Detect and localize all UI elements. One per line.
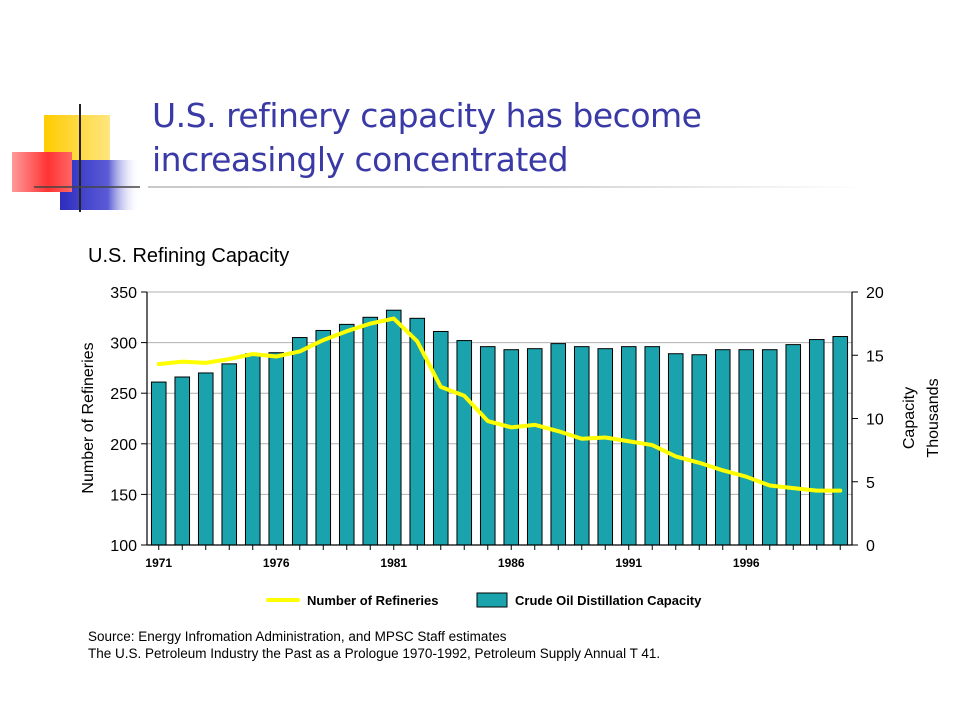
y2-tick-label: 20 — [866, 285, 884, 302]
deco-red-square — [12, 152, 72, 192]
source-line2: The U.S. Petroleum Industry the Past as … — [88, 646, 661, 661]
bar — [761, 349, 778, 546]
bar — [785, 344, 802, 546]
y-tick-label: 350 — [110, 285, 137, 302]
bar — [315, 329, 332, 546]
slide-title-line1: U.S. refinery capacity has become — [152, 96, 702, 135]
y-axis-label: Number of Refineries — [80, 342, 97, 493]
bar — [338, 323, 355, 546]
bar — [362, 316, 379, 546]
bar — [550, 343, 567, 546]
y-tick-label: 250 — [110, 386, 137, 403]
y-tick-label: 100 — [110, 538, 137, 555]
bar — [667, 353, 684, 546]
bar — [691, 354, 708, 546]
bar — [456, 340, 473, 546]
y2-tick-label: 15 — [866, 348, 884, 365]
source-line1: Source: Energy Infromation Administratio… — [88, 629, 507, 644]
bar — [620, 346, 637, 546]
bar — [291, 337, 308, 546]
bar — [832, 336, 849, 546]
y-tick-label: 300 — [110, 336, 137, 353]
bar — [503, 349, 520, 546]
bar — [714, 349, 731, 546]
y-tick-label: 150 — [110, 487, 137, 504]
bar — [573, 346, 590, 546]
x-tick-label: 1996 — [733, 556, 760, 570]
y2-tick-label: 5 — [866, 475, 875, 492]
bar — [150, 381, 167, 546]
bar — [479, 346, 496, 546]
chart-title: U.S. Refining Capacity — [88, 245, 289, 267]
bar — [268, 352, 285, 546]
deco-blue-square — [60, 160, 140, 210]
bar — [738, 349, 755, 546]
bar — [597, 348, 614, 546]
bar — [221, 363, 238, 546]
x-tick-label: 1971 — [145, 556, 172, 570]
legend-label-refineries: Number of Refineries — [307, 593, 438, 608]
x-tick-label: 1991 — [615, 556, 642, 570]
y2-axis-label-line2: Thousands — [925, 378, 942, 457]
x-tick-label: 1981 — [380, 556, 407, 570]
bar — [432, 330, 449, 546]
y2-tick-label: 0 — [866, 538, 875, 555]
y-tick-label: 200 — [110, 437, 137, 454]
legend-label-capacity: Crude Oil Distillation Capacity — [515, 593, 702, 608]
refineries-line — [156, 316, 843, 493]
x-tick-label: 1976 — [263, 556, 290, 570]
title-divider — [148, 186, 868, 188]
y2-axis-label-line1: Capacity — [901, 387, 918, 449]
slide-title: U.S. refinery capacity has become increa… — [152, 94, 912, 182]
bar — [244, 353, 261, 546]
bar — [197, 372, 214, 546]
slide-title-line2: increasingly concentrated — [152, 140, 569, 179]
x-tick-label: 1986 — [498, 556, 525, 570]
bar — [385, 309, 402, 546]
bar — [526, 348, 543, 546]
bar — [174, 376, 191, 546]
source-note: Source: Energy Infromation Administratio… — [88, 628, 660, 662]
plot-area: 100 150 200 250 300 350 0 5 10 15 20 1971 1976 1981 19… — [110, 285, 884, 608]
legend-bar-swatch — [476, 592, 508, 608]
y2-tick-label: 10 — [866, 412, 884, 429]
bar — [808, 339, 825, 546]
slide-decoration — [12, 104, 140, 212]
